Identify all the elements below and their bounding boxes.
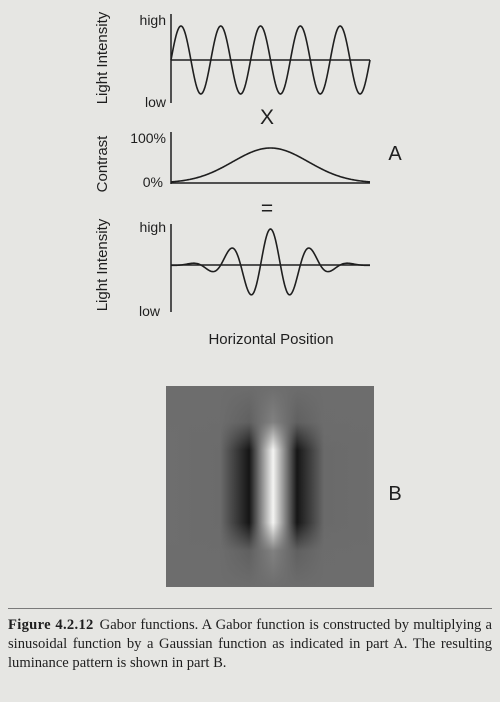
bottom-plot-high-label: high: [140, 219, 166, 235]
gabor-diagram: Light Intensity high low X Contrast 100%…: [94, 11, 402, 587]
middle-plot-0-label: 0%: [143, 174, 163, 190]
figure-number: Figure 4.2.12: [8, 617, 94, 633]
middle-plot-ylabel: Contrast: [94, 135, 111, 193]
gabor-wave: [170, 228, 371, 296]
panel-b-label: B: [388, 483, 401, 505]
top-plot: Light Intensity high low: [94, 11, 371, 110]
top-plot-low-label: low: [145, 94, 167, 110]
bottom-plot: Light Intensity high low: [94, 218, 371, 319]
x-axis-label: Horizontal Position: [208, 331, 333, 348]
equals-sign: =: [261, 197, 273, 220]
sine-wave: [170, 25, 371, 95]
middle-plot: Contrast 100% 0%: [94, 130, 371, 193]
caption-divider: [8, 608, 492, 609]
times-sign: X: [260, 106, 274, 129]
gaussian-envelope: [170, 147, 371, 183]
gabor-patch: [166, 386, 374, 587]
top-plot-ylabel: Light Intensity: [94, 11, 111, 104]
figure-caption: Figure 4.2.12 Gabor functions. A Gabor fu…: [8, 608, 493, 673]
top-plot-high-label: high: [140, 12, 166, 28]
bottom-plot-ylabel: Light Intensity: [94, 218, 111, 311]
panel-a-label: A: [388, 143, 402, 165]
bottom-plot-low-label: low: [139, 303, 161, 319]
caption-text: Gabor functions. A Gabor function is con…: [8, 617, 493, 671]
middle-plot-100-label: 100%: [130, 130, 166, 146]
